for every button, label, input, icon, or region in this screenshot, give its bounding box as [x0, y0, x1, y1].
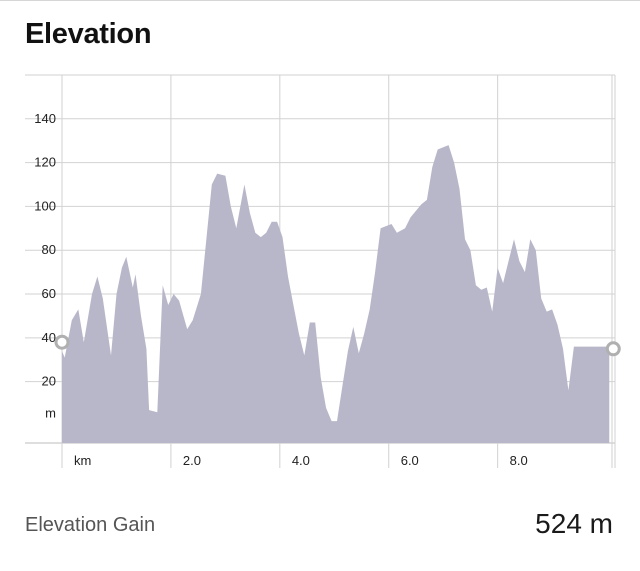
chart-area-layer [62, 145, 610, 443]
chart-markers[interactable] [54, 334, 621, 357]
x-tick-label: 4.0 [292, 453, 310, 468]
y-tick-label: 20 [42, 374, 56, 389]
range-end-handle[interactable] [605, 341, 621, 357]
range-start-handle[interactable] [54, 334, 70, 350]
x-tick-label: 2.0 [183, 453, 201, 468]
chart-labels: 20 40 60 80 100 120 140 m km 2.0 4.0 6.0 8.0 [34, 111, 527, 468]
x-tick-label: 6.0 [401, 453, 419, 468]
y-unit-label: m [45, 405, 56, 420]
y-tick-label: 140 [34, 111, 56, 126]
elevation-area [62, 145, 610, 443]
x-tick-label: 8.0 [510, 453, 528, 468]
page-title: Elevation [25, 18, 152, 50]
y-tick-label: 40 [42, 330, 56, 345]
y-tick-label: 80 [42, 242, 56, 257]
y-tick-label: 100 [34, 198, 56, 213]
elevation-gain-label: Elevation Gain [25, 514, 156, 536]
elevation-chart[interactable]: 20 40 60 80 100 120 140 m km 2.0 4.0 6.0 8.0 [0, 60, 640, 480]
elevation-chart-svg[interactable]: 20 40 60 80 100 120 140 m km 2.0 4.0 6.0 8.0 [0, 60, 640, 480]
y-tick-label: 60 [42, 286, 56, 301]
elevation-gain-value: 524 m [535, 508, 613, 539]
y-tick-label: 120 [34, 155, 56, 170]
top-divider [0, 0, 640, 1]
x-unit-label: km [74, 453, 91, 468]
